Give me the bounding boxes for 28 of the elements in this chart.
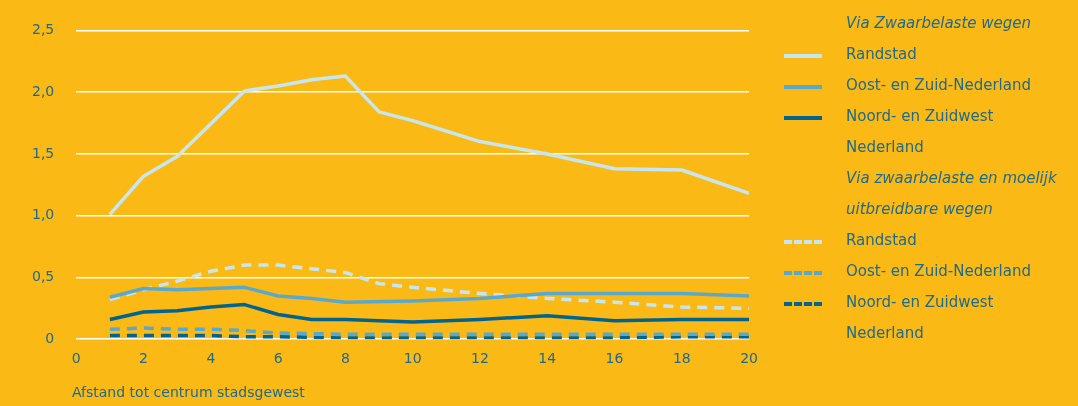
- x-axis-title: Afstand tot centrum stadsgewest: [72, 384, 305, 400]
- legend-label: Noord- en Zuidwest Nederland: [846, 106, 995, 158]
- y-tick-label: 2,5: [32, 21, 55, 38]
- x-tick-label: 12: [471, 350, 489, 367]
- y-tick-label: 0: [45, 329, 55, 346]
- legend-label: Randstad: [846, 44, 917, 65]
- line-series: [108, 326, 750, 337]
- x-tick-label: 4: [206, 350, 216, 367]
- x-tick-label: 20: [740, 350, 759, 367]
- legend-label: Oost- en Zuid-Nederland: [846, 261, 1032, 282]
- text: Via zwaarbelaste en moelijk uitbreidbare wegen: [845, 168, 1058, 220]
- x-tick-label: 10: [403, 350, 422, 367]
- y-tick-label: 2,0: [32, 82, 55, 99]
- x-tick-label: 18: [672, 350, 691, 367]
- x-tick-label: 0: [71, 350, 81, 367]
- y-tick-label: 0,5: [32, 268, 55, 285]
- x-tick-label: 8: [340, 350, 350, 367]
- x-tick-label: 2: [139, 350, 149, 367]
- line-series: [108, 263, 750, 311]
- x-tick-label: 6: [273, 350, 283, 367]
- text: Via Zwaarbelaste wegen: [845, 13, 1033, 34]
- legend-label: Oost- en Zuid-Nederland: [846, 75, 1032, 96]
- legend-label: Randstad: [846, 230, 917, 251]
- x-tick-label: 16: [605, 350, 624, 367]
- x-tick-label: 14: [538, 350, 557, 367]
- legend-label: Noord- en Zuidwest Nederland: [846, 292, 995, 344]
- y-tick-label: 1,0: [32, 206, 55, 223]
- y-tick-label: 1,5: [32, 144, 55, 161]
